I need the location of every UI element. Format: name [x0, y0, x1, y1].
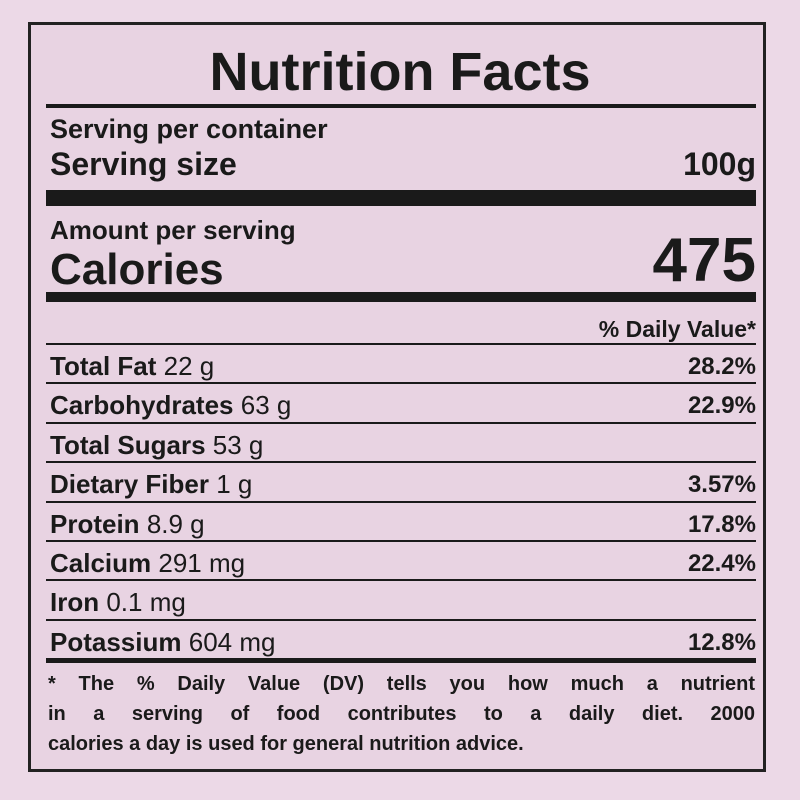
nutrient-amount: 22 g — [163, 351, 215, 381]
nutrient-row: Calcium 291 mg — [50, 550, 245, 576]
daily-value: 3.57% — [687, 471, 756, 499]
nutrient-amount: 53 g — [212, 429, 264, 460]
footnote-line: calories a day is used for general nutri… — [48, 733, 524, 755]
rule — [46, 190, 756, 206]
rule — [46, 461, 756, 464]
daily-value: 12.8% — [687, 628, 756, 656]
calories-value: 475 — [652, 226, 756, 295]
nutrient-name: Iron — [50, 587, 100, 618]
rule — [46, 500, 756, 503]
rule — [46, 382, 756, 385]
rule — [46, 104, 756, 108]
nutrient-name: Carbohydrates — [50, 390, 234, 421]
rule — [46, 658, 756, 663]
nutrient-name: Calcium — [50, 548, 152, 578]
nutrient-amount: 1 g — [216, 469, 253, 500]
label-border — [28, 22, 766, 772]
nutrient-row: Potassium 604 mg — [50, 629, 275, 655]
footnote-line: in a serving of food contributes to a da… — [48, 703, 755, 725]
daily-value: 22.9% — [687, 392, 756, 420]
nutrient-row: Carbohydrates 63 g — [50, 392, 291, 418]
rule — [46, 540, 756, 542]
serving-per-container: Serving per container — [50, 114, 328, 144]
rule — [46, 618, 756, 621]
nutrient-row: Iron 0.1 mg — [50, 589, 186, 615]
nutrient-amount: 291 mg — [158, 548, 246, 578]
nutrient-name: Dietary Fiber — [50, 469, 209, 500]
nutrient-row: Protein 8.9 g — [50, 511, 205, 537]
serving-size-label: Serving size — [50, 146, 237, 182]
nutrient-name: Potassium — [50, 626, 182, 657]
nutrient-name: Total Sugars — [50, 429, 206, 460]
nutrient-row: Dietary Fiber 1 g — [50, 471, 252, 497]
daily-value: 28.2% — [687, 353, 756, 380]
daily-value: 17.8% — [687, 510, 756, 538]
nutrient-name: Total Fat — [50, 351, 157, 381]
serving-size: 100g — [683, 146, 756, 182]
amount-per-serving: Amount per serving — [50, 215, 296, 245]
nutrient-row: Total Sugars 53 g — [50, 432, 263, 458]
daily-value-header: % Daily Value* — [598, 316, 756, 342]
nutrient-amount: 604 mg — [188, 626, 276, 657]
rule — [46, 343, 756, 345]
calories-label: Calories — [50, 245, 224, 294]
nutrient-row: Total Fat 22 g — [50, 353, 214, 379]
title: Nutrition Facts — [209, 42, 591, 102]
daily-value: 22.4% — [687, 550, 756, 577]
rule — [46, 421, 756, 424]
rule — [46, 579, 756, 582]
nutrient-amount: 63 g — [240, 390, 292, 421]
footnote-line: * The % Daily Value (DV) tells you how m… — [48, 673, 755, 695]
nutrient-name: Protein — [50, 508, 140, 539]
rule — [46, 292, 756, 302]
nutrient-amount: 8.9 g — [146, 508, 205, 539]
nutrient-amount: 0.1 mg — [106, 587, 186, 618]
